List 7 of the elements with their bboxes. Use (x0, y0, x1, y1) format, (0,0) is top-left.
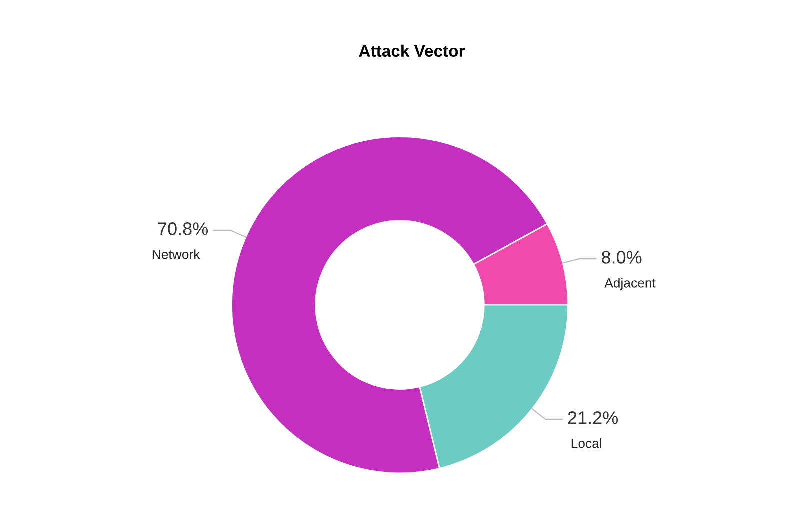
data-label: 70.8% (158, 222, 208, 236)
slice-label: Local (572, 438, 602, 448)
slice-label: Adjacent (604, 278, 656, 290)
data-label: 21.2% (568, 412, 618, 424)
data-label: 8.0% (602, 251, 642, 264)
slice-label: Network (152, 250, 200, 260)
chart-title: Attack Vector (359, 44, 466, 58)
